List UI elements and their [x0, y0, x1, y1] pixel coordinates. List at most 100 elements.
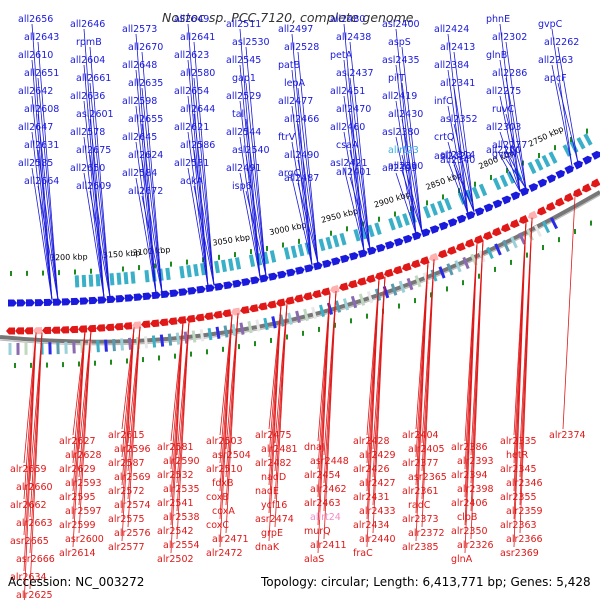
reverse-gene-label: alr2614 — [59, 548, 96, 559]
forward-gene-label: all2430 — [388, 109, 423, 120]
ruler-tick — [538, 153, 540, 159]
forward-gene-label: patB — [278, 60, 300, 71]
forward-gene-label: all2497 — [278, 24, 313, 35]
reverse-gene-arrow — [204, 312, 214, 321]
forward-gene-label: all2260 — [486, 145, 521, 156]
forward-gene-arrow — [169, 289, 179, 298]
reverse-gene-label: hetR — [506, 450, 529, 461]
reverse-gene-label: asr2600 — [65, 534, 104, 545]
reverse-gene-arrow — [141, 320, 151, 328]
reverse-feature-mark — [326, 302, 334, 315]
forward-gene-arrow — [456, 214, 467, 224]
ruler-ticks — [10, 128, 592, 368]
forward-leader-line — [89, 118, 111, 298]
forward-gene-label: all2511 — [226, 19, 261, 30]
forward-leader-line — [395, 100, 417, 235]
ruler-tick — [14, 362, 16, 368]
forward-gene-label: crtQ — [434, 132, 454, 143]
forward-leader-line — [245, 46, 267, 276]
forward-gene-label: petA — [330, 50, 353, 61]
forward-gene-arrow — [160, 290, 170, 299]
forward-gene-arrow — [259, 274, 269, 283]
reverse-gene-label: asr2504 — [212, 450, 251, 461]
forward-gene-arrow — [411, 231, 422, 241]
forward-leader-line — [89, 190, 111, 298]
reverse-leader-line — [513, 220, 527, 548]
forward-feature-mark — [506, 171, 516, 184]
forward-gene-arrow — [304, 264, 314, 273]
scale-label: 2750 kbp — [527, 124, 565, 148]
forward-leader-line — [83, 172, 105, 298]
reverse-gene-label: alr2535 — [163, 484, 200, 495]
ruler-tick — [90, 268, 92, 274]
reverse-gene-label: alr2372 — [408, 528, 445, 539]
forward-gene-label: all2314 — [440, 150, 475, 161]
forward-gene-label: all2641 — [180, 32, 215, 43]
forward-gene-label: asl2380 — [382, 127, 420, 138]
forward-gene-arrow — [133, 293, 143, 301]
forward-gene-arrow — [340, 254, 350, 264]
reverse-gene-label: glnA — [451, 554, 473, 565]
forward-gene-arrow — [52, 298, 62, 306]
ruler-tick — [94, 360, 96, 366]
reverse-gene-arrow — [528, 210, 538, 220]
reverse-feature-mark — [518, 232, 526, 245]
forward-leader-line — [193, 185, 215, 286]
reverse-gene-arrow — [456, 242, 466, 252]
ruler-tick — [478, 273, 480, 279]
forward-gene-label: all2643 — [24, 32, 59, 43]
ruler-tick — [494, 266, 496, 272]
forward-leader-line — [141, 123, 163, 293]
forward-feature-mark — [130, 271, 136, 284]
reverse-feature-mark — [462, 256, 470, 270]
forward-gene-arrow — [349, 252, 359, 261]
forward-feature-mark — [318, 238, 326, 252]
ruler-tick — [266, 245, 268, 251]
forward-leader-line — [297, 159, 319, 264]
ruler-tick — [394, 211, 396, 217]
forward-feature-mark — [227, 258, 235, 271]
forward-gene-arrow — [223, 281, 233, 290]
reverse-gene-arrow — [222, 309, 232, 318]
forward-feature-mark — [74, 275, 80, 288]
reverse-gene-arrow — [330, 285, 340, 294]
ruler-tick — [414, 298, 416, 304]
reverse-feature-mark — [104, 339, 108, 352]
reverse-feature-mark — [72, 341, 76, 354]
reverse-leader-line — [366, 278, 380, 548]
forward-gene-arrow — [438, 221, 449, 231]
reverse-feature-mark — [430, 269, 438, 282]
forward-gene-label: all2670 — [128, 42, 163, 53]
reverse-gene-label: alr2431 — [353, 492, 390, 503]
reverse-feature-mark — [319, 304, 325, 318]
reverse-gene-label: alr2595 — [59, 492, 96, 503]
forward-gene-arrow — [429, 225, 440, 234]
ruler-tick — [10, 270, 12, 276]
forward-gene-arrow — [34, 299, 44, 307]
reverse-gene-label: alr2481 — [261, 444, 298, 455]
ruler-tick — [462, 280, 464, 286]
forward-gene-arrow — [393, 237, 404, 247]
forward-gene-label: all2263 — [538, 55, 573, 66]
forward-leader-line — [187, 167, 209, 287]
reverse-gene-label: radC — [408, 500, 431, 511]
forward-leader-line — [135, 33, 157, 294]
reverse-gene-label: alr2345 — [500, 464, 537, 475]
forward-leader-line — [447, 141, 469, 215]
reverse-gene-arrow — [582, 183, 592, 193]
reverse-gene-label: asr2474 — [255, 514, 294, 525]
forward-feature-mark — [583, 133, 593, 146]
forward-gene-arrow — [277, 270, 287, 279]
forward-gene-arrow — [232, 279, 242, 288]
forward-feature-mark — [269, 250, 277, 263]
reverse-gene-label: asr2448 — [310, 456, 349, 467]
forward-leader-line — [83, 136, 105, 298]
ruler-tick — [270, 337, 272, 343]
forward-leader-line — [37, 113, 59, 301]
reverse-feature-mark — [143, 336, 149, 349]
reverse-gene-label: grpE — [261, 528, 283, 539]
reverse-feature-mark — [342, 298, 350, 311]
forward-gene-label: all2609 — [76, 181, 111, 192]
forward-leader-line — [505, 41, 527, 189]
